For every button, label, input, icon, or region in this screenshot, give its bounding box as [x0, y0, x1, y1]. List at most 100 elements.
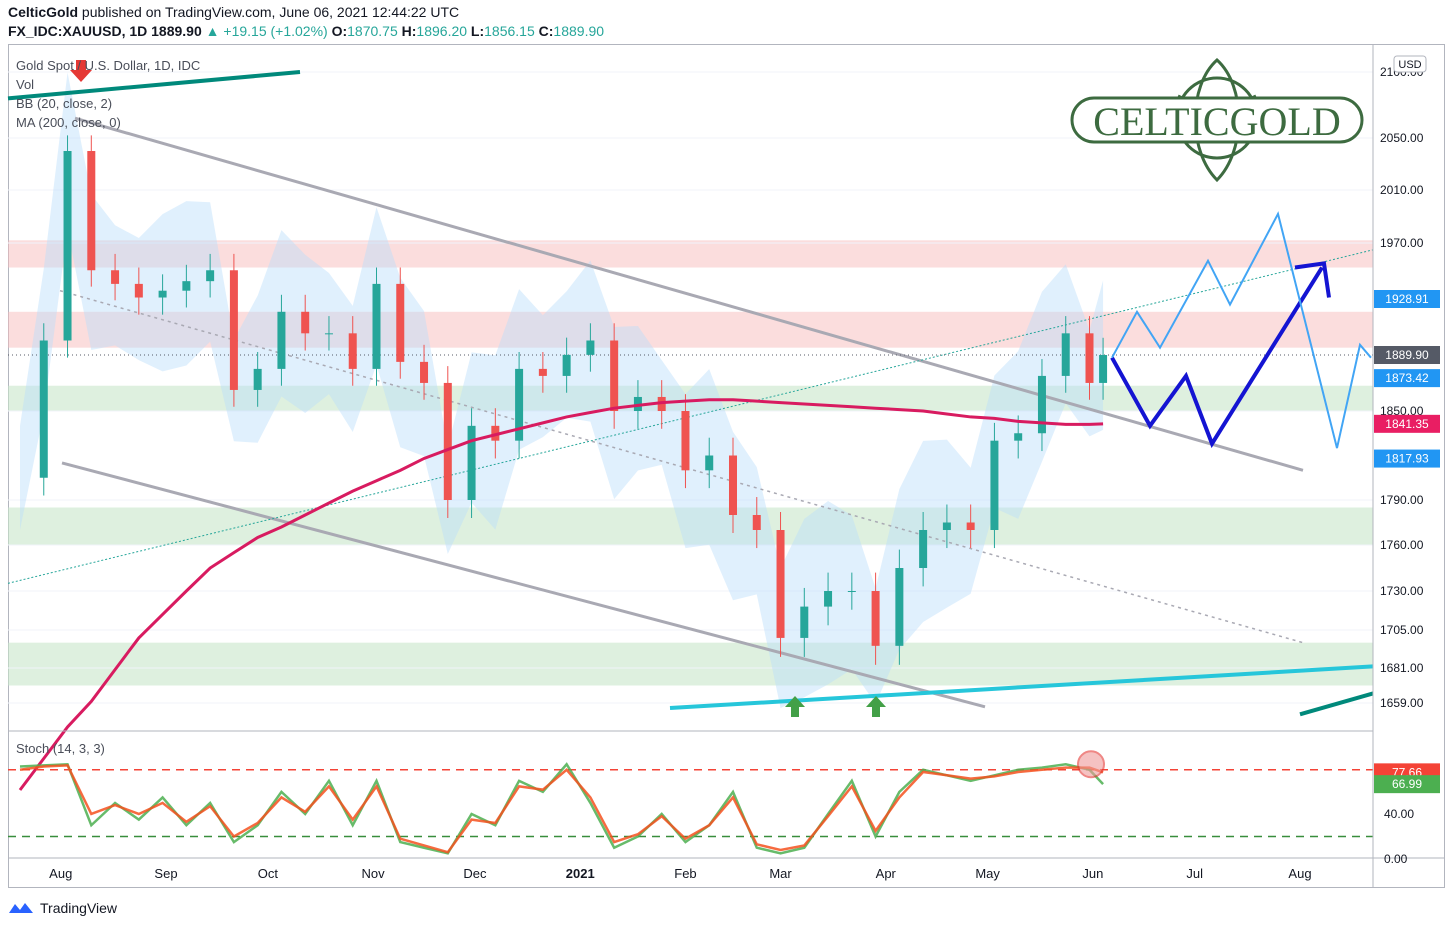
candle-body	[895, 568, 904, 646]
time-tick-label: Sep	[154, 866, 177, 881]
candle-body	[610, 340, 619, 411]
candle-body	[1085, 333, 1094, 383]
candle-body	[966, 522, 975, 530]
candle-body	[1099, 355, 1108, 383]
tradingview-logo-icon	[9, 903, 33, 913]
price-badge-bg	[1374, 346, 1440, 364]
bollinger-band-layer	[20, 72, 1104, 708]
candle-body	[681, 411, 690, 471]
bollinger-band-fill	[20, 72, 1104, 708]
time-tick-label: Aug	[49, 866, 72, 881]
high-value: 1896.20	[416, 23, 468, 39]
candle-body	[396, 283, 405, 362]
downtrend-channel-lower	[61, 461, 986, 709]
support-zone-middle	[8, 507, 1373, 545]
open-label: O:	[331, 23, 348, 39]
uptrend-support-line	[669, 664, 1374, 711]
author-name[interactable]: CelticGold	[8, 4, 79, 20]
time-tick-label: Feb	[674, 866, 696, 881]
stochastic-layer	[8, 730, 1373, 855]
candle-body	[277, 311, 286, 369]
legend-title: Gold Spot / U.S. Dollar, 1D, IDC	[16, 58, 201, 73]
candle-body	[420, 361, 429, 383]
legend-bb: BB (20, close, 2)	[16, 96, 113, 111]
candle-body	[728, 455, 737, 515]
price-tick-label: 1760.00	[1380, 538, 1424, 552]
chart-frame	[8, 44, 1445, 888]
uptrend-line-bottom	[1299, 691, 1374, 717]
stoch-cross-highlight	[1077, 750, 1105, 779]
candle-body	[348, 333, 357, 369]
price-tick-label: 1730.00	[1380, 584, 1424, 598]
candle-body	[1061, 333, 1070, 376]
footer-brand[interactable]: TradingView	[40, 900, 118, 916]
price-badge: 1817.93	[1385, 452, 1429, 466]
candle-body	[847, 591, 856, 592]
candle-body	[134, 283, 143, 298]
candle-body	[1037, 375, 1046, 434]
last-price: 1889.90	[151, 23, 202, 39]
forecast-path-alternative	[1111, 211, 1372, 449]
top-arrow-down-icon	[70, 60, 92, 82]
footer: TradingView	[8, 900, 117, 916]
price-tick-label: 2010.00	[1380, 183, 1424, 197]
low-value: 1856.15	[484, 23, 535, 39]
price-badge-bg	[1374, 414, 1440, 433]
publish-info: CelticGold published on TradingView.com,…	[8, 4, 459, 20]
bottom-arrow-up-icon	[785, 696, 805, 717]
candle-body	[1014, 433, 1023, 441]
symbol-label: FX_IDC:XAUUSD, 1D	[8, 23, 148, 39]
resistance-zone-upper	[8, 240, 1373, 268]
candle-body	[87, 151, 96, 271]
close-label: C:	[538, 23, 554, 39]
candle-body	[467, 425, 476, 500]
candle-body	[586, 340, 595, 355]
low-label: L:	[470, 23, 485, 39]
price-tick-label: 1970.00	[1380, 236, 1424, 250]
price-tick-label: 1790.00	[1380, 493, 1424, 507]
currency-badge	[1393, 55, 1427, 73]
candle-body	[182, 281, 191, 291]
price-tick-label: 1850.00	[1380, 404, 1424, 418]
forecast-arrowhead	[1294, 261, 1331, 298]
time-tick-label: Aug	[1288, 866, 1311, 881]
candle-body	[111, 270, 120, 284]
time-tick-label: Apr	[876, 866, 897, 881]
marks-layer	[70, 60, 886, 717]
publish-text: published on TradingView.com, June 06, 2…	[81, 4, 460, 20]
time-tick-label: 2021	[566, 866, 595, 881]
high-label: H:	[401, 23, 417, 39]
time-tick-label: Nov	[362, 866, 386, 881]
forecast-path-primary	[1110, 266, 1324, 449]
ma200-line	[18, 398, 1104, 791]
stoch-tick-label: 0.00	[1384, 852, 1408, 866]
price-badge-bg	[1374, 290, 1440, 308]
candle-body	[158, 290, 167, 298]
candle-body	[562, 354, 571, 376]
candle-body	[919, 530, 928, 568]
stoch-tick-label: 40.00	[1384, 807, 1414, 821]
forecast-layer	[1110, 211, 1372, 449]
candle-body	[324, 333, 333, 335]
price-tick-label: 1659.00	[1380, 696, 1424, 710]
candle-body	[871, 591, 880, 646]
candle-body	[538, 368, 547, 376]
uptrend-line-top	[7, 70, 301, 101]
candle-body	[776, 530, 785, 638]
close-value: 1889.90	[553, 23, 605, 39]
stoch-badge-bg	[1374, 775, 1440, 794]
stoch-badge: 66.99	[1392, 777, 1422, 791]
legend-vol: Vol	[16, 77, 35, 92]
price-tick-label: 1705.00	[1380, 623, 1424, 637]
symbol-info: FX_IDC:XAUUSD, 1D 1889.90 ▲ +19.15 (+1.0…	[8, 23, 604, 39]
candle-body	[39, 340, 48, 478]
time-tick-label: Dec	[463, 866, 487, 881]
candle-body	[752, 515, 761, 530]
time-tick-label: Jul	[1186, 866, 1203, 881]
candle-body	[63, 151, 72, 341]
open-value: 1870.75	[347, 23, 398, 39]
candle-body	[253, 368, 262, 390]
up-arrow-icon: ▲	[205, 23, 220, 39]
price-tick-label: 1681.00	[1380, 661, 1424, 675]
